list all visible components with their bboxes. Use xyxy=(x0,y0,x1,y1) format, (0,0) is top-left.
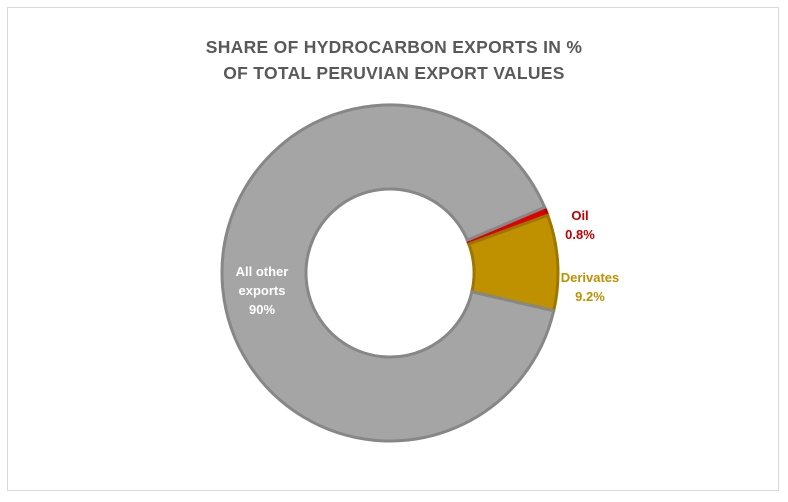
chart-title: SHARE OF HYDROCARBON EXPORTS IN % OF TOT… xyxy=(205,37,583,83)
value-label: 0.8% xyxy=(565,227,595,242)
data-label: Derivates 9.2% xyxy=(555,268,625,306)
doughnut-segment xyxy=(220,103,556,443)
category-label: Oil xyxy=(571,208,589,223)
chart-frame xyxy=(7,7,779,491)
value-label: 90% xyxy=(248,302,276,317)
category-label: Derivates xyxy=(560,270,620,285)
data-label: All other exports 90% xyxy=(227,262,297,319)
value-label: 9.2% xyxy=(575,289,605,304)
data-label: Oil 0.8% xyxy=(555,206,605,244)
category-label: All other exports xyxy=(235,264,289,298)
